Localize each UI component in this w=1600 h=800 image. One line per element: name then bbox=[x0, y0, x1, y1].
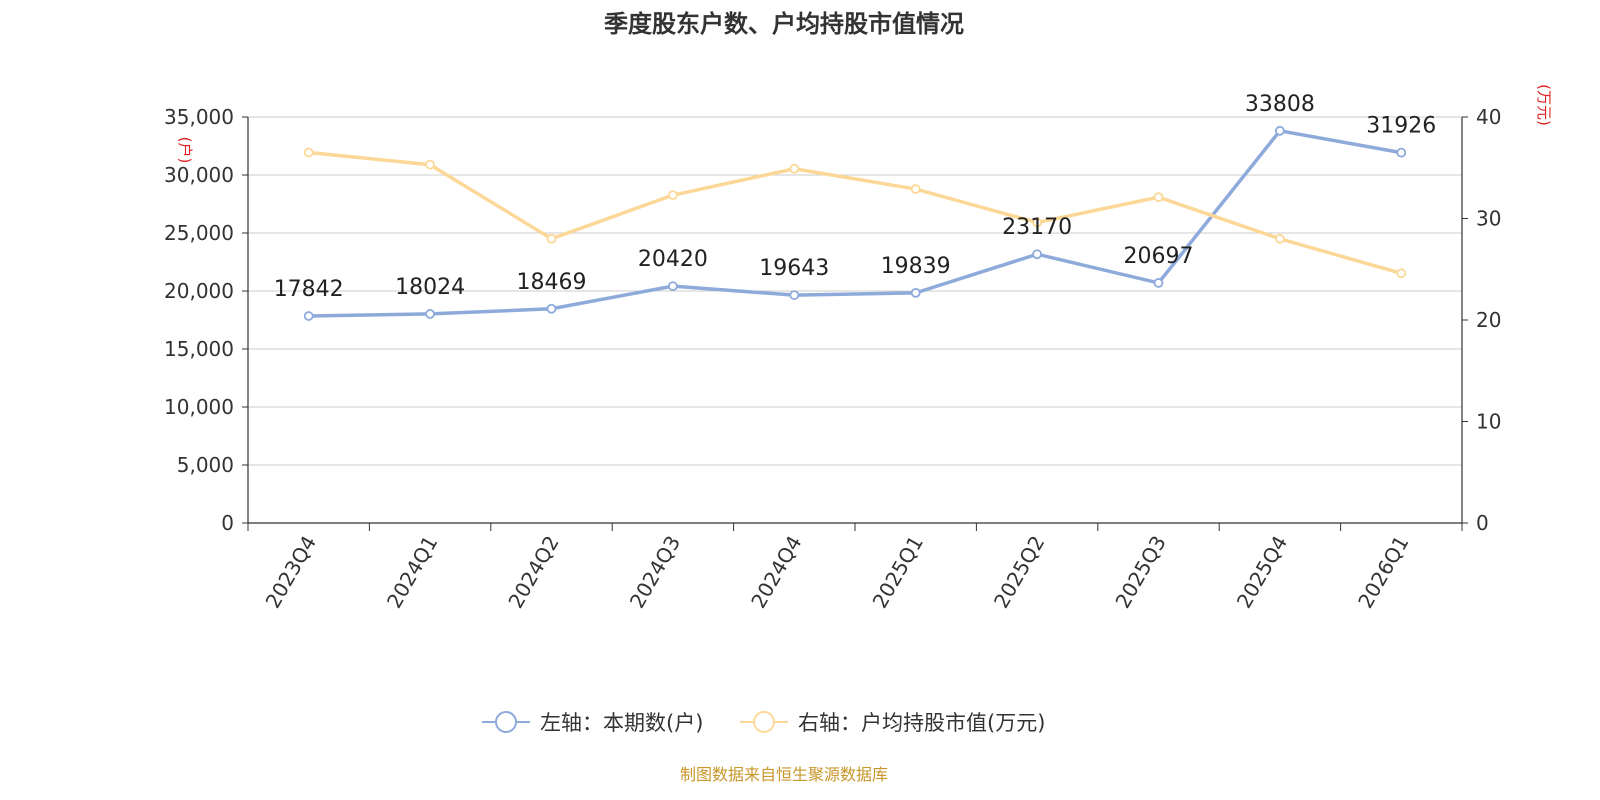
right-tick-label: 10 bbox=[1476, 410, 1501, 434]
data-point bbox=[789, 290, 800, 301]
data-label: 31926 bbox=[1366, 114, 1436, 139]
x-tick-label: 2026Q1 bbox=[1353, 532, 1413, 613]
series-line-right bbox=[308, 150, 1402, 275]
grid-lines bbox=[248, 116, 1462, 466]
left-tick-label: 15,000 bbox=[164, 337, 234, 361]
x-tick-label: 2024Q1 bbox=[382, 532, 442, 613]
data-point bbox=[668, 281, 678, 292]
data-point bbox=[1153, 192, 1164, 203]
data-point bbox=[668, 190, 678, 201]
x-tick-label: 2025Q3 bbox=[1110, 532, 1170, 613]
legend-item: 右轴：户均持股市值(万元) bbox=[740, 711, 1045, 735]
data-label: 18469 bbox=[517, 270, 587, 295]
data-point bbox=[546, 233, 557, 244]
data-label: 33808 bbox=[1245, 92, 1315, 117]
data-point bbox=[1032, 217, 1042, 228]
data-point bbox=[789, 163, 800, 174]
legend: 左轴：本期数(户) 右轴：户均持股市值(万元) bbox=[482, 711, 1045, 735]
axes: 0 5,000 10,000 15,000 20,000 25,000 30,000 35,0… bbox=[164, 105, 1501, 612]
x-tick-label: 2024Q3 bbox=[625, 532, 685, 613]
data-point bbox=[425, 309, 436, 319]
right-axis-unit: (万元) bbox=[1535, 84, 1553, 126]
series-line-left bbox=[308, 129, 1402, 318]
data-point bbox=[1396, 268, 1407, 279]
data-point bbox=[1032, 249, 1042, 260]
data-point bbox=[910, 287, 921, 298]
data-point bbox=[303, 147, 314, 158]
x-tick-label: 2023Q4 bbox=[261, 532, 321, 613]
data-label: 23170 bbox=[1002, 215, 1072, 240]
data-label: 19839 bbox=[881, 254, 951, 279]
data-point bbox=[1275, 233, 1285, 244]
data-point bbox=[1153, 278, 1164, 288]
data-label: 19643 bbox=[759, 256, 829, 281]
x-tick-label: 2025Q1 bbox=[868, 532, 928, 613]
data-point bbox=[546, 303, 557, 314]
data-point bbox=[910, 184, 921, 194]
data-point bbox=[1396, 147, 1407, 158]
left-tick-label: 35,000 bbox=[164, 105, 234, 129]
data-point bbox=[1275, 125, 1285, 136]
data-labels: 17842 18024 18469 20420 19643 19839 23170 20697… bbox=[274, 92, 1437, 302]
right-tick-label: 20 bbox=[1476, 308, 1501, 332]
left-tick-label: 20,000 bbox=[164, 279, 234, 303]
left-axis-unit: (户) bbox=[176, 137, 194, 164]
right-tick-label: 30 bbox=[1476, 207, 1501, 231]
x-tick-label: 2025Q2 bbox=[989, 532, 1049, 613]
data-label: 17842 bbox=[274, 277, 344, 302]
legend-marker bbox=[495, 711, 517, 733]
data-point bbox=[425, 159, 436, 170]
series-lines bbox=[303, 125, 1407, 321]
source-note: 制图数据来自恒生聚源数据库 bbox=[680, 765, 888, 784]
chart-title: 季度股东户数、户均持股市值情况 bbox=[604, 10, 964, 38]
left-tick-label: 10,000 bbox=[164, 395, 234, 419]
data-label: 18024 bbox=[395, 275, 465, 300]
left-tick-label: 5,000 bbox=[177, 453, 234, 477]
right-tick-label: 40 bbox=[1476, 105, 1501, 129]
legend-label: 左轴：本期数(户) bbox=[540, 711, 703, 735]
data-label: 20697 bbox=[1124, 244, 1194, 269]
legend-item: 左轴：本期数(户) bbox=[482, 711, 703, 735]
x-tick-label: 2024Q4 bbox=[746, 532, 806, 613]
data-point bbox=[303, 311, 314, 321]
x-tick-label: 2024Q2 bbox=[503, 532, 563, 613]
legend-label: 右轴：户均持股市值(万元) bbox=[798, 711, 1045, 735]
left-tick-label: 30,000 bbox=[164, 163, 234, 187]
data-label: 20420 bbox=[638, 247, 708, 272]
legend-marker bbox=[753, 711, 775, 733]
left-tick-label: 25,000 bbox=[164, 221, 234, 245]
x-tick-label: 2025Q4 bbox=[1232, 532, 1292, 613]
left-tick-label: 0 bbox=[221, 511, 234, 535]
right-tick-label: 0 bbox=[1476, 511, 1489, 535]
